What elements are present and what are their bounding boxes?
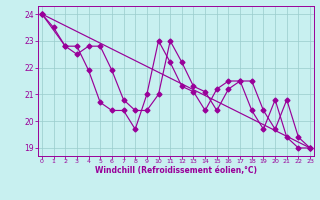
X-axis label: Windchill (Refroidissement éolien,°C): Windchill (Refroidissement éolien,°C) (95, 166, 257, 175)
